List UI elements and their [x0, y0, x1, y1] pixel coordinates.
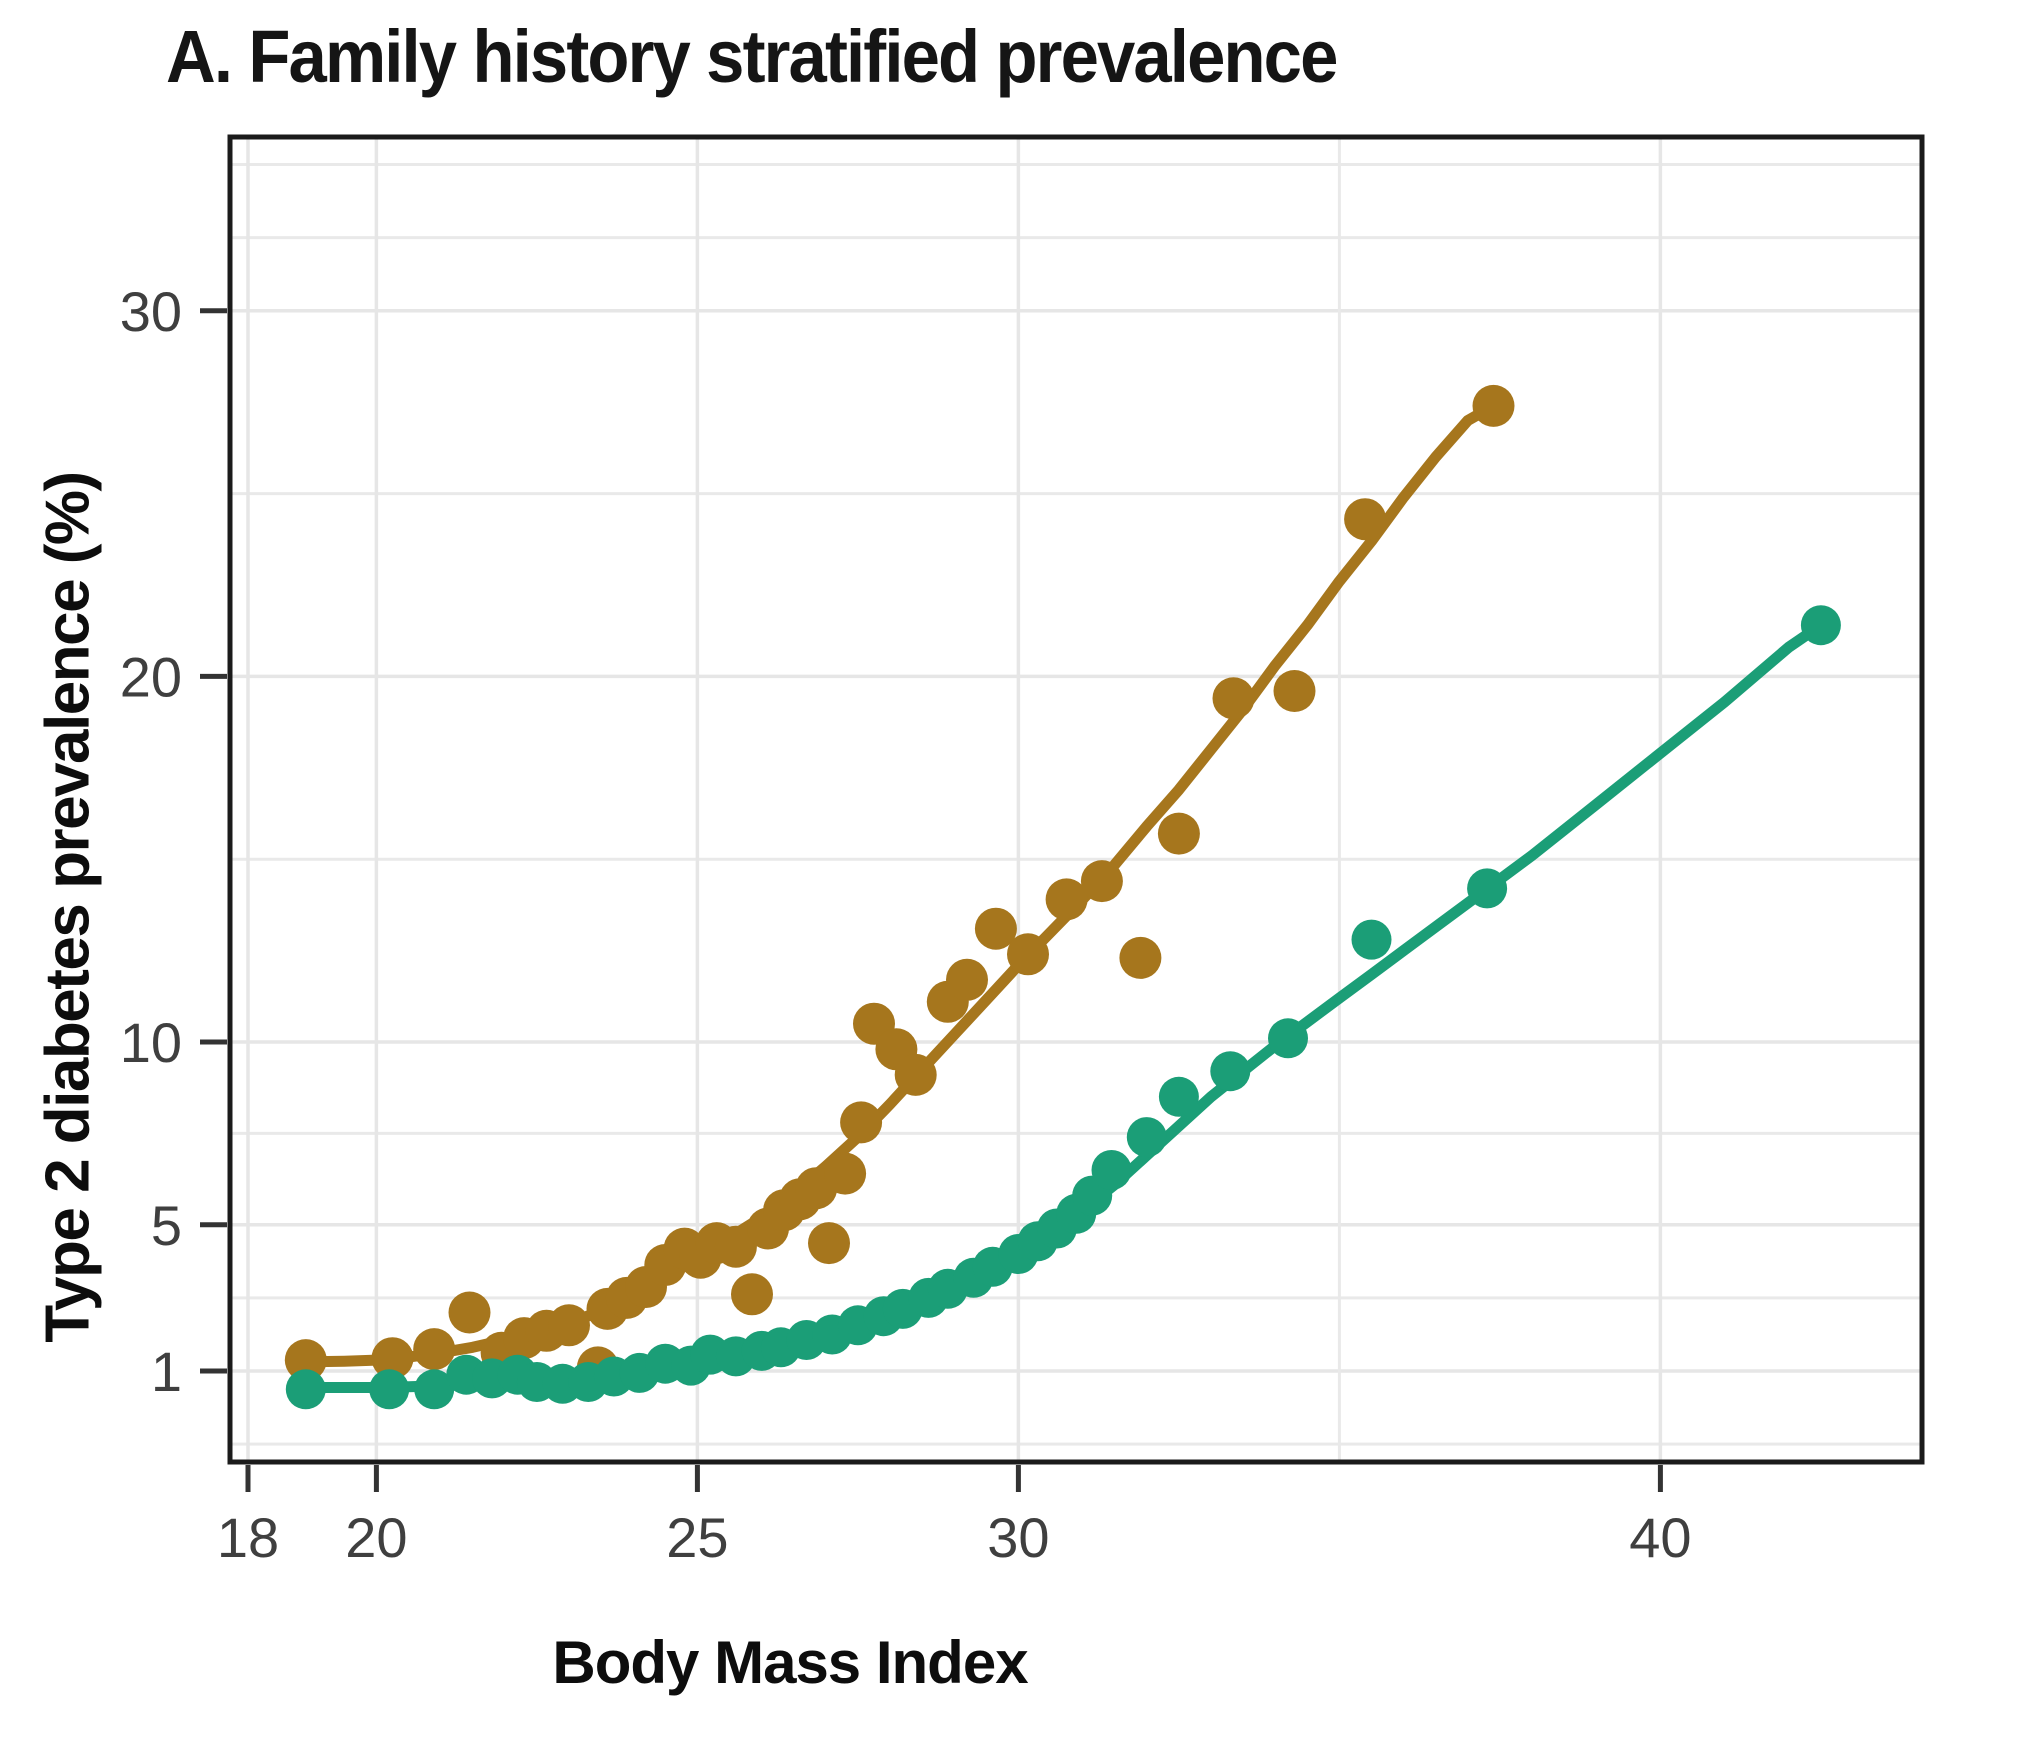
family-history-negative-green-data-point — [369, 1369, 410, 1410]
family-history-positive-brown-data-point — [1157, 812, 1200, 855]
family-history-positive-brown-data-point — [413, 1328, 456, 1371]
family-history-positive-brown-data-point — [824, 1152, 867, 1195]
x-tick-label: 18 — [217, 1506, 279, 1569]
y-tick-label: 10 — [120, 1011, 182, 1074]
family-history-negative-green-data-point — [1158, 1076, 1199, 1117]
family-history-positive-brown-data-point — [1212, 677, 1255, 720]
family-history-negative-green-data-point — [1467, 868, 1508, 909]
x-tick-label: 30 — [987, 1506, 1049, 1569]
family-history-negative-green-data-point — [1800, 605, 1841, 646]
panel-border — [227, 134, 1925, 1465]
x-tick-label: 25 — [666, 1506, 728, 1569]
y-tick-label: 20 — [120, 645, 182, 708]
family-history-positive-brown-data-point — [946, 958, 988, 1001]
family-history-negative-green-data-point — [1351, 919, 1392, 960]
family-history-positive-brown-data-point — [1273, 670, 1316, 712]
family-history-negative-green-data-point — [1126, 1117, 1167, 1158]
family-history-negative-green-data-point — [414, 1369, 455, 1410]
y-tick-label: 30 — [120, 280, 182, 343]
family-history-negative-green-data-point — [285, 1369, 326, 1410]
family-history-positive-brown-data-point — [284, 1339, 327, 1382]
x-tick-label: 40 — [1629, 1506, 1691, 1569]
y-tick-label: 1 — [151, 1340, 182, 1403]
family-history-positive-brown-data-point — [974, 907, 1017, 950]
family-history-positive-brown-data-point — [731, 1273, 773, 1316]
family-history-positive-brown-data-point — [371, 1337, 414, 1380]
chart-title: A. Family history stratified prevalence — [166, 15, 1338, 98]
family-history-positive-brown-data-point — [714, 1225, 757, 1268]
family-history-positive-brown-data-point — [1080, 860, 1123, 903]
family-history-negative-green-data-point — [1268, 1018, 1308, 1059]
family-history-positive-brown-data-point — [808, 1222, 850, 1265]
x-axis-label: Body Mass Index — [552, 1629, 1028, 1696]
family-history-positive-brown-data-point — [1344, 498, 1387, 541]
family-history-negative-green-data-point — [1210, 1051, 1251, 1092]
family-history-positive-brown-data-point — [448, 1291, 491, 1334]
y-axis-label: Type 2 diabetes prevalence (%) — [33, 472, 103, 1343]
family-history-positive-brown-data-point — [840, 1101, 883, 1144]
y-tick-label: 5 — [151, 1194, 182, 1257]
family-history-positive-brown-data-point — [1119, 936, 1162, 979]
family-history-negative-green-data-point — [1091, 1150, 1132, 1190]
family-history-positive-brown-data-point — [1472, 384, 1515, 427]
x-tick-label: 20 — [345, 1506, 407, 1569]
family-history-positive-brown-trend-line — [297, 400, 1499, 1368]
family-history-positive-brown-data-point — [1007, 933, 1049, 976]
family-history-positive-brown-data-point — [548, 1304, 590, 1347]
family-history-positive-brown-data-point — [894, 1053, 937, 1096]
family-history-positive-brown-data-point — [1045, 878, 1088, 921]
family-history-negative-green-trend-line — [297, 619, 1827, 1393]
